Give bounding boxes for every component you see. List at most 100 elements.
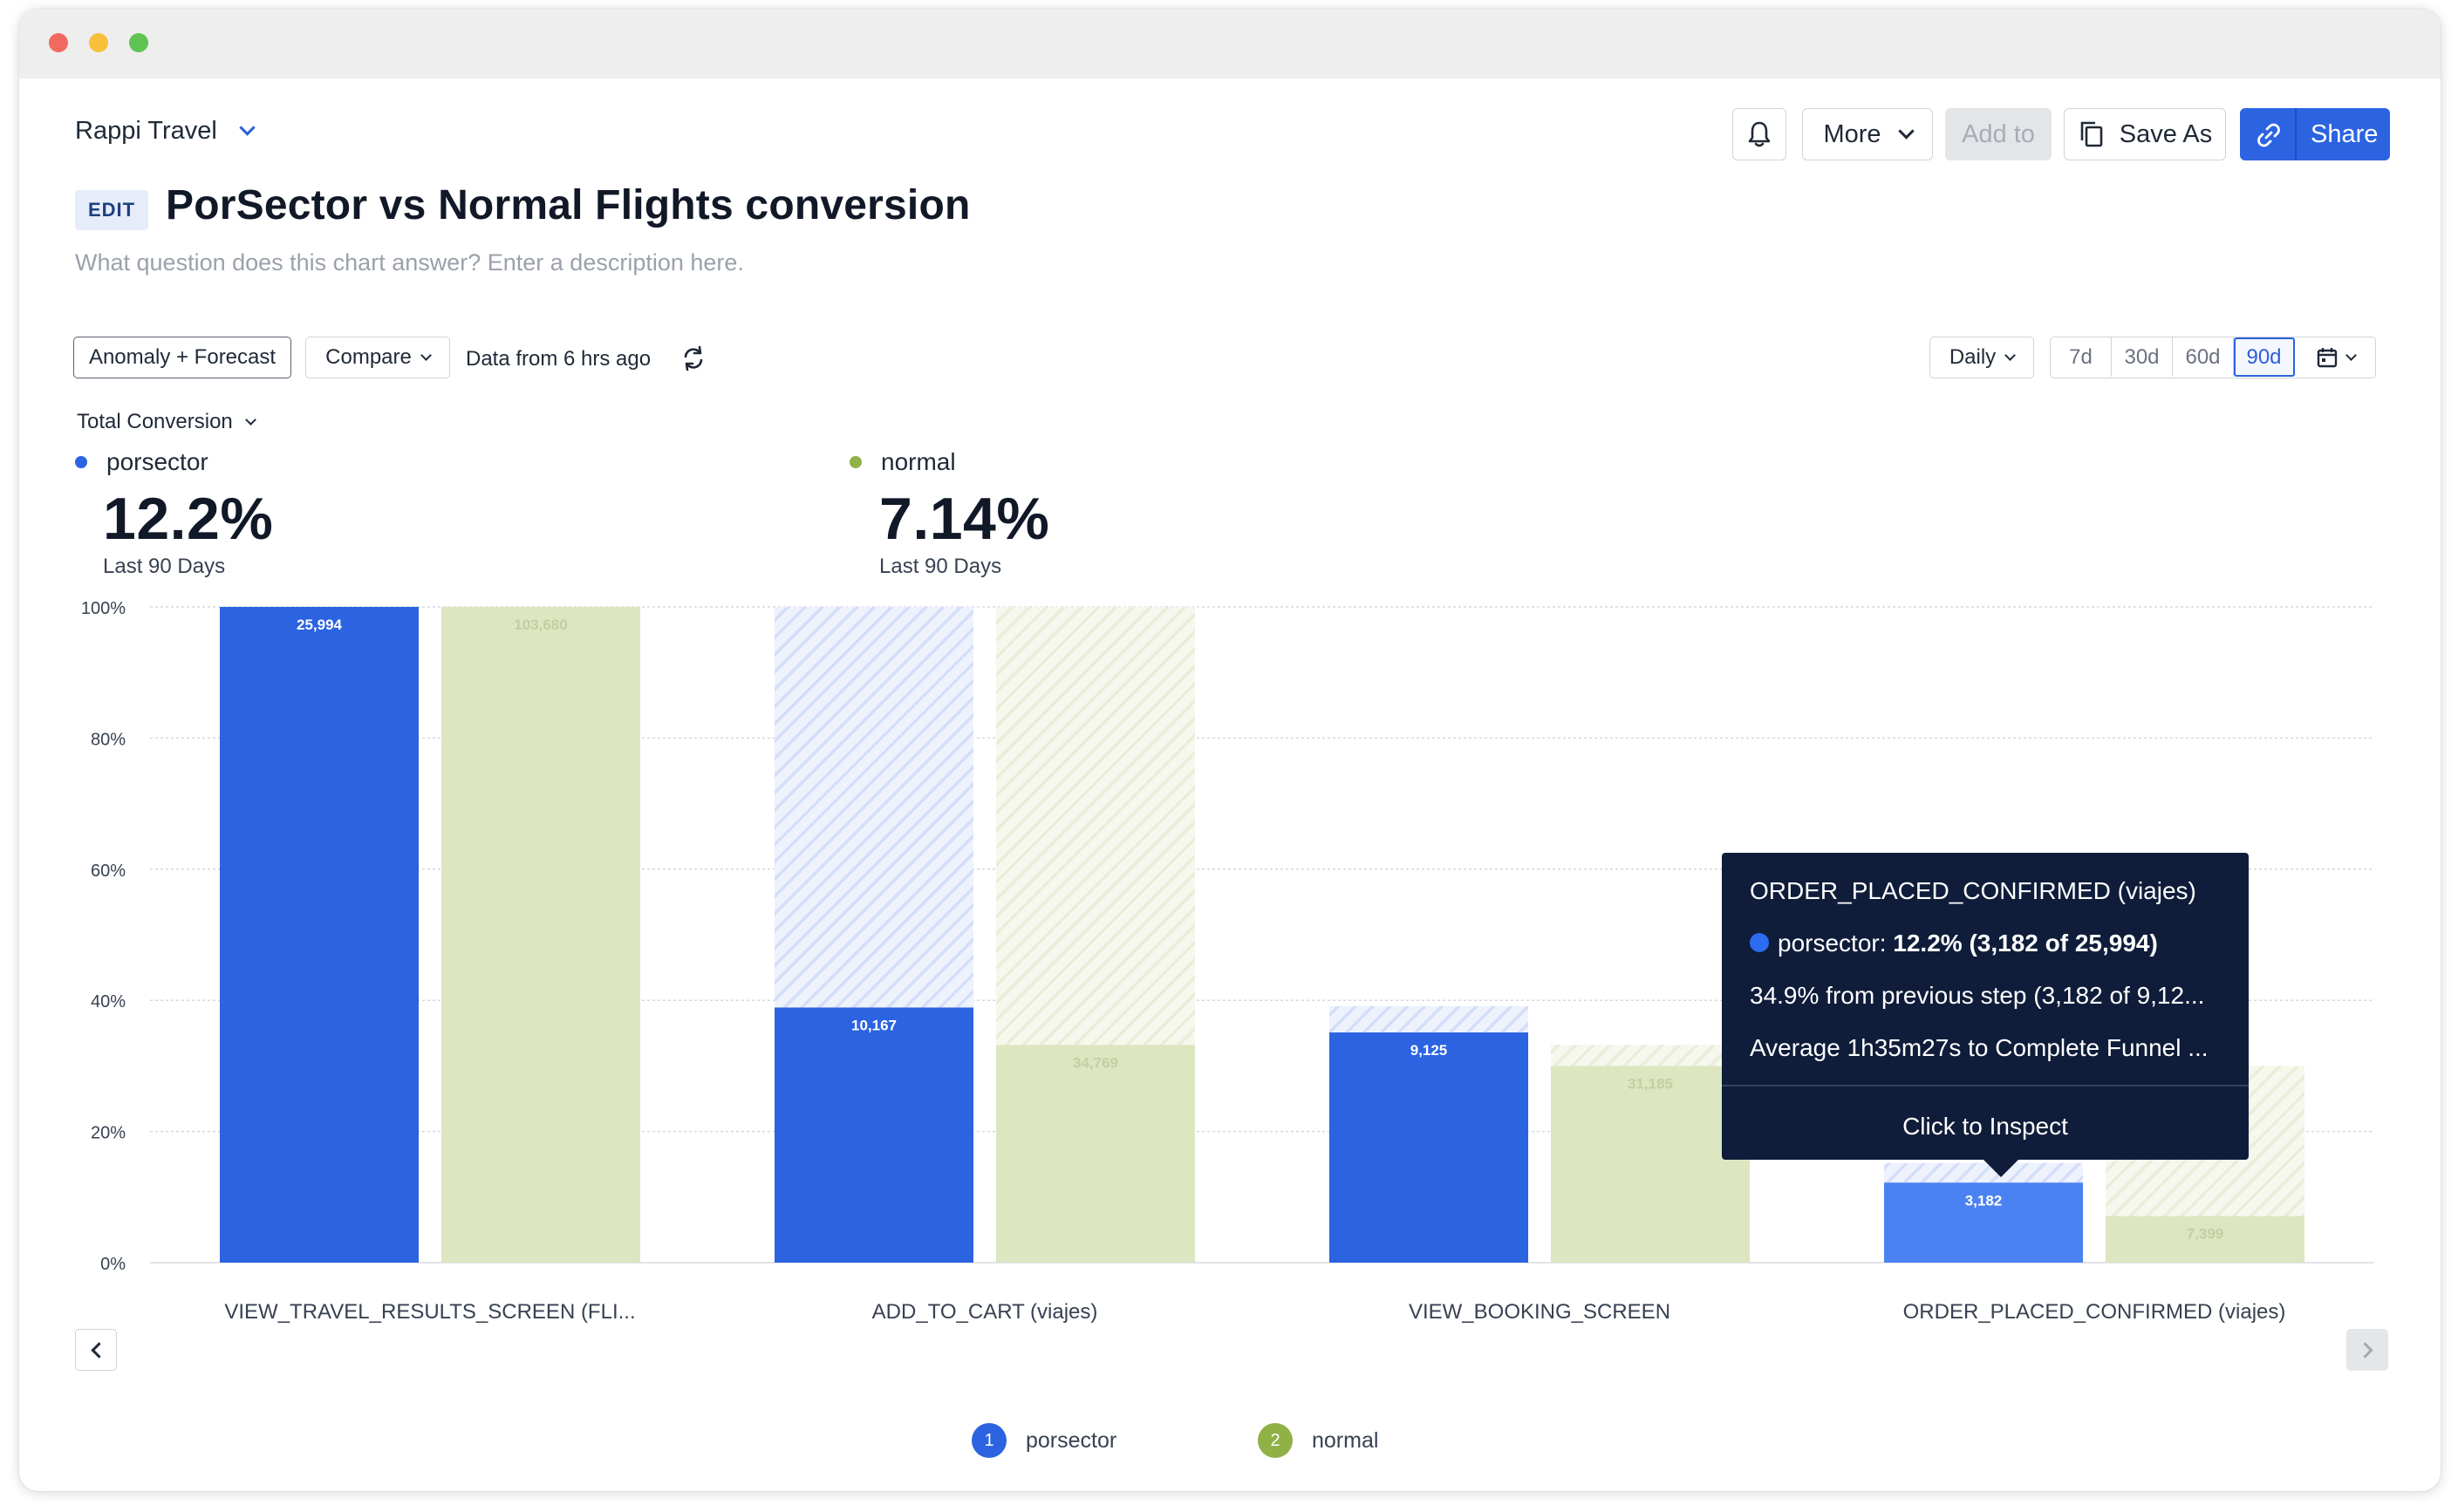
tooltip-series-line: porsector: 12.2% (3,182 of 25,994) <box>1750 930 2221 957</box>
x-category-label: VIEW_BOOKING_SCREEN <box>1409 1300 1670 1324</box>
conversion-bar <box>1884 1182 2083 1263</box>
chevron-right-icon <box>2356 1341 2373 1359</box>
y-tick-label: 80% <box>91 730 126 749</box>
bar-value-label: 34,769 <box>1073 1054 1118 1071</box>
calendar-icon <box>2317 347 2337 367</box>
summary-normal-name: normal <box>850 448 956 476</box>
save-as-label: Save As <box>2119 119 2213 148</box>
y-tick-label: 100% <box>81 599 126 618</box>
legend-label: normal <box>1312 1427 1379 1453</box>
share-button[interactable]: Share <box>2240 107 2390 160</box>
workspace-selector[interactable]: Rappi Travel <box>75 117 256 146</box>
inspect-link[interactable]: Click to Inspect <box>1902 1112 2068 1140</box>
description-input[interactable]: What question does this chart answer? En… <box>75 249 744 276</box>
conversion-bar <box>996 1045 1195 1263</box>
window-titlebar <box>19 9 2441 78</box>
anomaly-label: Anomaly + Forecast <box>88 345 277 369</box>
range-90d[interactable]: 90d <box>2234 337 2295 377</box>
series-dot <box>850 456 862 468</box>
summary-normal-value: 7.14% <box>879 486 1050 552</box>
tooltip-divider <box>1722 1085 2249 1086</box>
bell-icon <box>1748 121 1771 147</box>
range-7d[interactable]: 7d <box>2051 337 2112 377</box>
bar-value-label: 7,399 <box>2187 1226 2224 1243</box>
x-category-label: ADD_TO_CART (viajes) <box>872 1300 1098 1324</box>
legend-badge: 1 <box>972 1423 1007 1458</box>
data-freshness: Data from 6 hrs ago <box>466 347 652 371</box>
link-icon <box>2257 123 2280 147</box>
metric-selector[interactable]: Total Conversion <box>77 410 256 434</box>
edit-tag[interactable]: EDIT <box>75 190 148 230</box>
range-60d[interactable]: 60d <box>2173 337 2234 377</box>
share-divider <box>2295 107 2297 160</box>
copy-icon <box>2080 121 2103 147</box>
series-dot <box>75 456 87 468</box>
conversion-bar <box>775 1007 973 1263</box>
chevron-left-icon <box>90 1341 107 1359</box>
range-selector: 7d 30d 60d 90d <box>2050 337 2376 378</box>
funnel-chart: 100% 80% 60% 40% 20% 0% 25,994 103,680 VIEW_TRAV… <box>81 599 2374 1324</box>
y-tick-label: 20% <box>91 1124 126 1143</box>
chart-bars <box>220 607 2304 1263</box>
share-label: Share <box>2311 120 2379 148</box>
legend-item-porsector[interactable]: 1 porsector <box>972 1423 1116 1458</box>
page-title[interactable]: PorSector vs Normal Flights conversion <box>166 182 971 228</box>
series-label: normal <box>881 448 956 475</box>
y-tick-label: 40% <box>91 992 126 1011</box>
x-category-label: VIEW_TRAVEL_RESULTS_SCREEN (FLI... <box>224 1300 635 1324</box>
compare-label: Compare <box>325 345 412 369</box>
app-window: Rappi Travel More Add to Save As <box>19 9 2441 1491</box>
range-30d[interactable]: 30d <box>2112 337 2173 377</box>
custom-date-button[interactable] <box>2295 337 2375 377</box>
tooltip-arrow <box>1983 1160 2018 1177</box>
next-page-button[interactable] <box>2346 1329 2388 1371</box>
maximize-window-button[interactable] <box>129 33 148 52</box>
add-to-button[interactable]: Add to <box>1945 108 2052 160</box>
conversion-bar <box>2106 1216 2304 1263</box>
chart-labels: 100% 80% 60% 40% 20% 0% 25,994 103,680 VIEW_TRAV… <box>81 599 2286 1324</box>
dropoff-bar <box>996 607 1195 1045</box>
tooltip-series-prefix: porsector: <box>1778 930 1894 957</box>
bar-value-label: 9,125 <box>1410 1042 1448 1059</box>
series-label: porsector <box>106 448 208 475</box>
minimize-window-button[interactable] <box>89 33 108 52</box>
notifications-button[interactable] <box>1732 108 1786 160</box>
legend-badge: 2 <box>1258 1423 1293 1458</box>
interval-dropdown[interactable]: Daily <box>1929 337 2034 378</box>
bar-value-label: 103,680 <box>514 616 567 633</box>
conversion-bar <box>441 607 640 1263</box>
chart-tooltip[interactable]: ORDER_PLACED_CONFIRMED (viajes) porsecto… <box>1722 853 2249 1160</box>
series-dot <box>1750 932 1769 952</box>
more-label: More <box>1823 119 1881 148</box>
anomaly-forecast-button[interactable]: Anomaly + Forecast <box>73 337 291 378</box>
legend-item-normal[interactable]: 2 normal <box>1258 1423 1378 1458</box>
tooltip-title: ORDER_PLACED_CONFIRMED (viajes) <box>1750 877 2196 904</box>
bar-value-label: 31,185 <box>1628 1075 1673 1092</box>
close-window-button[interactable] <box>49 33 68 52</box>
main-content: Rappi Travel More Add to Save As <box>19 78 2441 1491</box>
metric-label: Total Conversion <box>77 410 233 433</box>
previous-page-button[interactable] <box>75 1329 117 1371</box>
summary-porsector-period: Last 90 Days <box>103 555 226 578</box>
refresh-icon[interactable] <box>679 344 708 373</box>
bar-value-label: 3,182 <box>1965 1192 2003 1209</box>
dropoff-bar <box>1329 1005 1528 1033</box>
legend-label: porsector <box>1026 1427 1117 1453</box>
dropoff-bar <box>775 607 973 1008</box>
workspace-name: Rappi Travel <box>75 117 217 145</box>
conversion-bar <box>220 607 419 1263</box>
y-tick-label: 60% <box>91 862 126 881</box>
more-menu-button[interactable]: More <box>1802 108 1933 160</box>
tooltip-previous-step: 34.9% from previous step (3,182 of 9,12.… <box>1750 982 2205 1009</box>
save-as-button[interactable]: Save As <box>2064 108 2226 160</box>
conversion-bar <box>1329 1032 1528 1263</box>
conversion-bar <box>1551 1066 1750 1263</box>
y-tick-label: 0% <box>100 1255 126 1274</box>
tooltip-average-time: Average 1h35m27s to Complete Funnel ... <box>1750 1034 2209 1061</box>
add-to-label: Add to <box>1962 119 2035 148</box>
compare-button[interactable]: Compare <box>305 337 450 378</box>
summary-porsector-value: 12.2% <box>103 486 274 552</box>
dropoff-bar <box>1551 1045 1750 1066</box>
bar-value-label: 25,994 <box>297 616 343 633</box>
summary-normal-period: Last 90 Days <box>879 555 1002 578</box>
